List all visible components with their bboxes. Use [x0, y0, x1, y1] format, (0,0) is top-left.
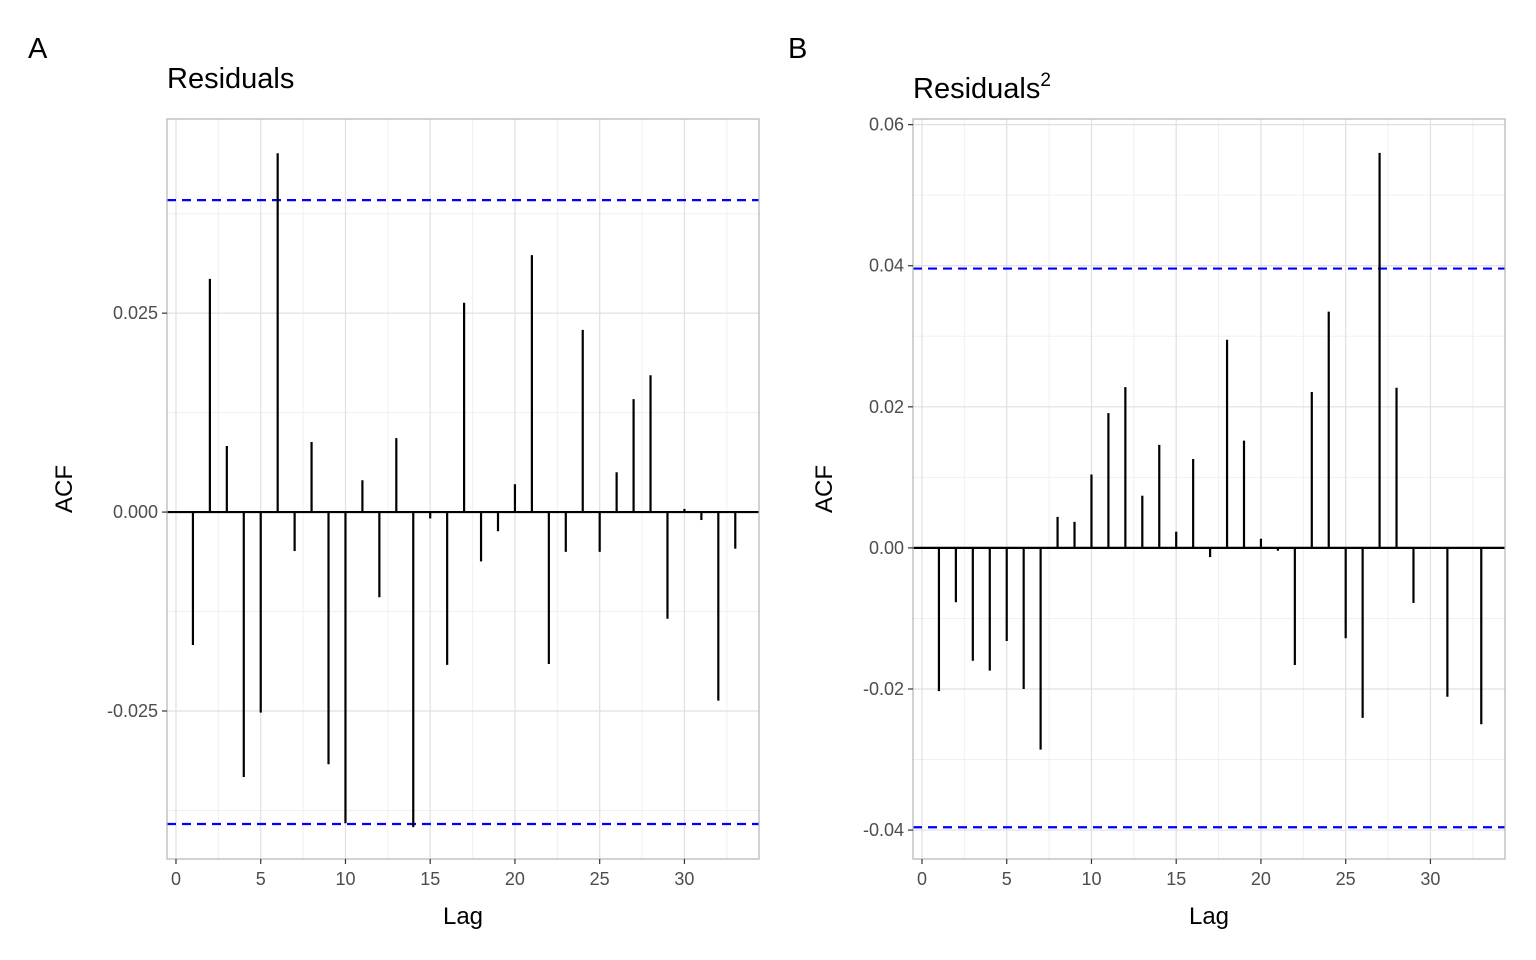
panel-border	[166, 118, 760, 860]
panel-A: 0 5 10 15 20 25 30 -0.025 0.000 0.025 Lag ACF Residu…	[28, 33, 760, 930]
y-tick-label: -0.02	[863, 679, 904, 699]
x-tick-label: 0	[171, 869, 181, 889]
x-tick-label: 15	[420, 869, 440, 889]
y-tick-label: 0.00	[869, 538, 904, 558]
y-tick-label: 0.025	[113, 303, 158, 323]
x-axis-label: Lag	[443, 903, 483, 930]
x-tick-label: 5	[1002, 869, 1012, 889]
x-tick-label: 20	[505, 869, 525, 889]
panel-border	[912, 118, 1506, 860]
x-tick-label: 30	[1420, 869, 1440, 889]
y-tick-label: 0.04	[869, 256, 904, 276]
x-tick-label: 10	[1081, 869, 1101, 889]
x-axis-label: Lag	[1189, 903, 1229, 930]
y-tick-label: -0.04	[863, 820, 904, 840]
y-tick-label: 0.000	[113, 502, 158, 522]
panel-B: 0 5 10 15 20 25 30 -0.04 -0.02 0.00 0.02 0.04 0.06 La…	[788, 33, 1506, 930]
x-tick-label: 30	[674, 869, 694, 889]
title-superscript: 2	[1040, 70, 1051, 91]
x-tick-label: 15	[1166, 869, 1186, 889]
x-tick-label: 10	[335, 869, 355, 889]
x-tick-label: 25	[590, 869, 610, 889]
y-axis-label: ACF	[51, 465, 78, 513]
x-tick-label: 25	[1336, 869, 1356, 889]
y-tick-label: 0.02	[869, 397, 904, 417]
x-tick-label: 5	[256, 869, 266, 889]
panel-title: Residuals2	[913, 70, 1051, 105]
panel-tag: A	[28, 33, 48, 65]
panel-tag: B	[788, 33, 807, 65]
x-tick-label: 0	[917, 869, 927, 889]
x-tick-label: 20	[1251, 869, 1271, 889]
y-tick-label: -0.025	[107, 701, 158, 721]
y-tick-label: 0.06	[869, 115, 904, 135]
panel-title: Residuals	[167, 63, 294, 95]
y-axis-label: ACF	[811, 465, 838, 513]
